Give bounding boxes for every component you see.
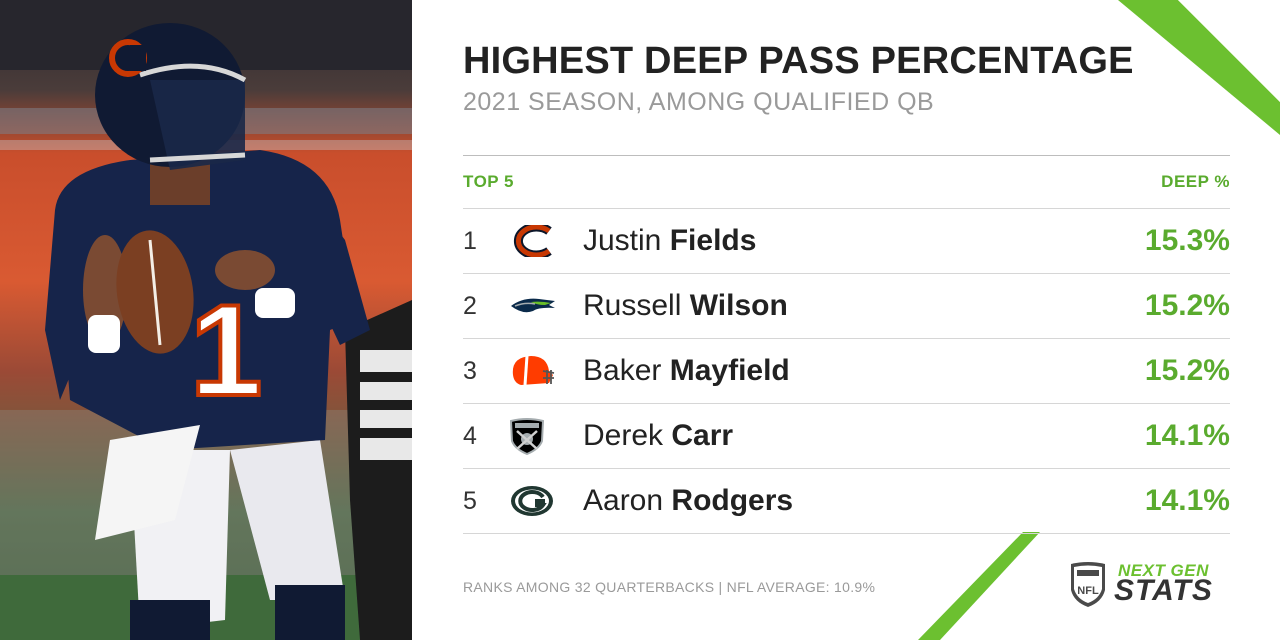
raiders-shield-icon [509, 416, 583, 456]
rank-number: 5 [463, 486, 477, 515]
table-row: 1 Justin Fields 15.3% [463, 209, 1230, 274]
table-row: 3 Baker Mayfield 15.2% [463, 339, 1230, 404]
page-subtitle: 2021 SEASON, AMONG QUALIFIED QB [463, 88, 935, 116]
rank-number: 1 [463, 226, 477, 255]
player-photo: 1 [0, 0, 412, 640]
player-name: Justin Fields [583, 224, 757, 257]
rank-number: 3 [463, 356, 477, 385]
svg-text:NFL: NFL [1077, 585, 1099, 597]
table-row: 4 Derek Carr 14.1% [463, 404, 1230, 469]
deep-pass-percentage: 14.1% [1144, 484, 1230, 517]
ranking-table: TOP 5 DEEP % 1 Justin Fields 15.3% 2 Rus… [463, 155, 1230, 534]
bottom-stripe [918, 532, 1040, 640]
deep-pass-percentage: 15.3% [1144, 224, 1230, 257]
bears-logo-icon [509, 221, 583, 261]
browns-helmet-icon [509, 351, 583, 391]
player-name: Baker Mayfield [583, 354, 790, 387]
column-header-deep-pct: DEEP % [1161, 172, 1230, 191]
next-gen-stats-logo: NFL NEXT GEN STATS [1068, 560, 1233, 610]
brand-line-2: STATS [1114, 574, 1213, 607]
player-name: Aaron Rodgers [583, 484, 794, 517]
deep-pass-percentage: 15.2% [1144, 354, 1230, 387]
brand-line-1: NEXT GEN [1118, 561, 1209, 580]
rank-number: 4 [463, 421, 477, 450]
table-header: TOP 5 DEEP % [463, 156, 1230, 209]
table-row: 5 Aaron Rodgers 14.1% [463, 469, 1230, 534]
rank-number: 2 [463, 291, 477, 320]
seahawks-logo-icon [509, 286, 583, 326]
top-right-stripe [1118, 0, 1280, 135]
deep-pass-percentage: 15.2% [1144, 289, 1230, 322]
nfl-shield-icon: NFL [1071, 562, 1105, 607]
page-title: HIGHEST DEEP PASS PERCENTAGE [463, 40, 1134, 82]
table-row: 2 Russell Wilson 15.2% [463, 274, 1230, 339]
column-header-top5: TOP 5 [463, 172, 515, 191]
packers-logo-icon [509, 481, 583, 521]
footnote: RANKS AMONG 32 QUARTERBACKS | NFL AVERAG… [463, 579, 876, 595]
deep-pass-percentage: 14.1% [1144, 419, 1230, 452]
player-name: Russell Wilson [583, 289, 788, 322]
player-name: Derek Carr [583, 419, 734, 452]
svg-text:1: 1 [190, 277, 262, 423]
